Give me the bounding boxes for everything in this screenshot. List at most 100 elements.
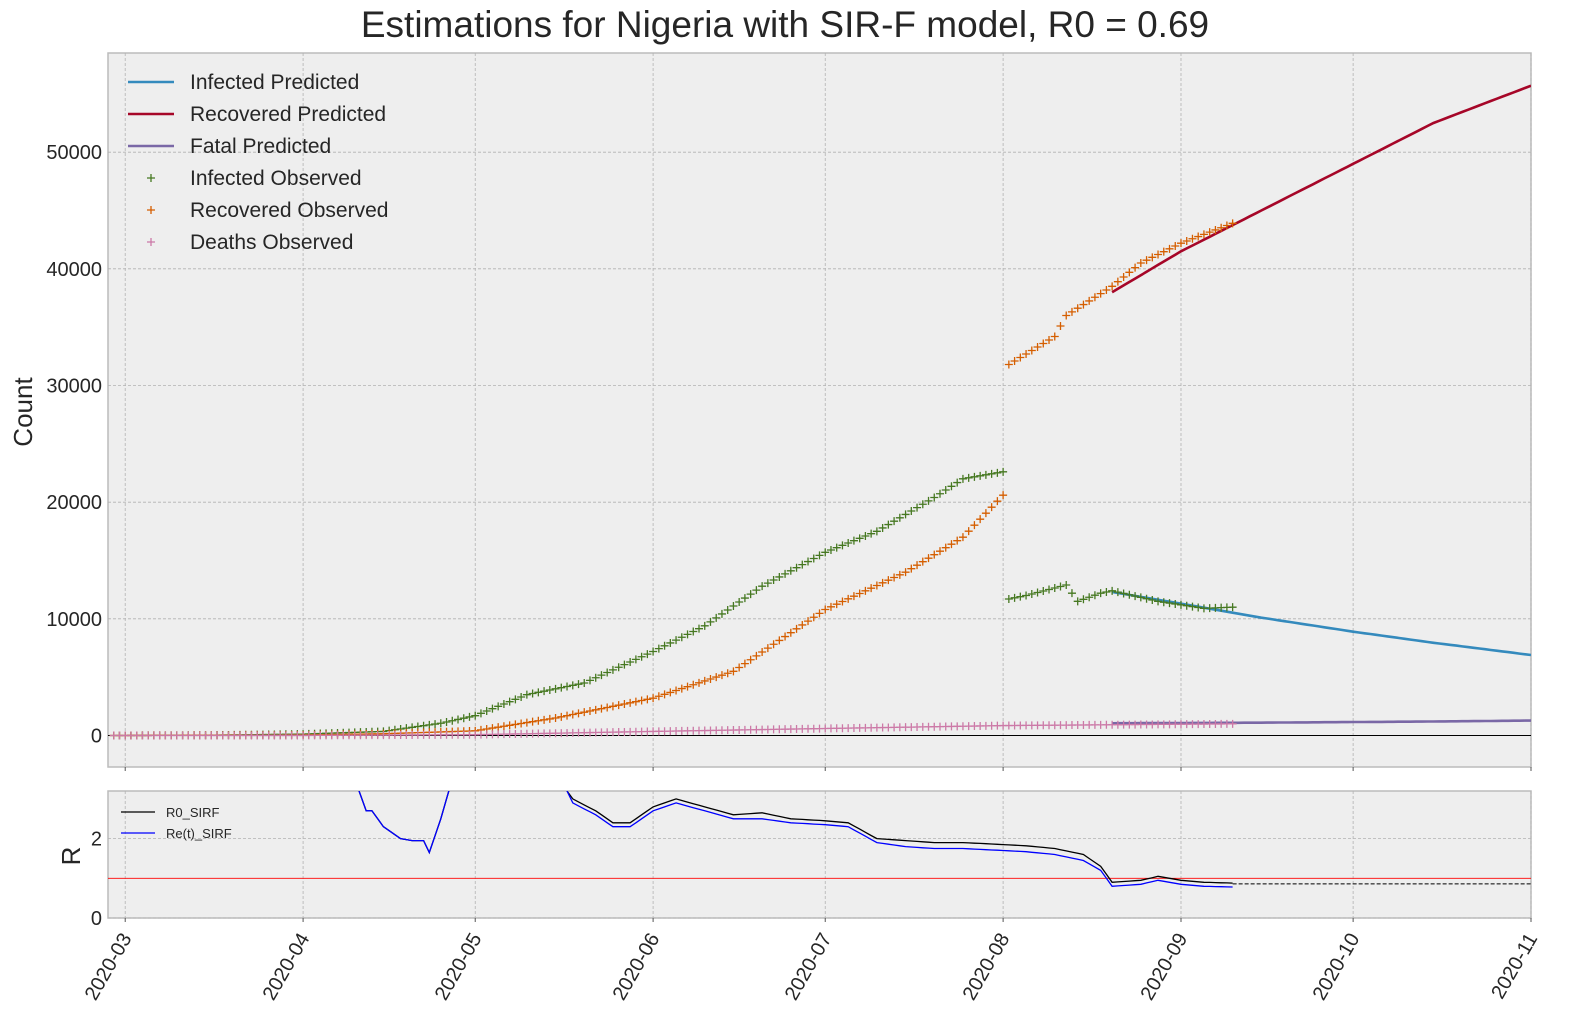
infected-observed-marker	[540, 687, 549, 696]
recovered-observed-marker	[631, 697, 640, 706]
infected-observed-marker	[1067, 589, 1076, 598]
infected-observed-marker	[1154, 597, 1163, 606]
infected-observed-marker	[758, 582, 767, 591]
infected-observed-marker	[1136, 593, 1145, 602]
x-tick-label: 2020-09	[1137, 930, 1193, 1005]
recovered-observed-marker	[505, 721, 514, 730]
recovered-observed-marker	[1217, 223, 1226, 232]
recovered-observed-marker	[1067, 307, 1076, 316]
recovered-observed-marker	[608, 702, 617, 711]
infected-observed-legend-swatch	[147, 174, 155, 182]
recovered-observed-marker	[545, 714, 554, 723]
recovered-observed-marker	[1119, 273, 1128, 281]
infected-observed-marker	[677, 633, 686, 642]
infected-observed-marker	[1045, 585, 1054, 594]
infected-observed-marker	[459, 714, 468, 723]
infected-observed-marker	[442, 717, 451, 726]
infected-observed-marker	[706, 617, 715, 626]
recovered-observed-marker	[585, 707, 594, 715]
infected-observed-marker	[1079, 595, 1088, 604]
main-grid	[108, 53, 1532, 767]
recovered-observed-marker	[1085, 296, 1094, 305]
recovered-observed-marker	[1205, 228, 1214, 237]
infected-observed-marker	[643, 650, 652, 659]
infected-observed-marker	[1073, 597, 1082, 606]
infected-observed-marker	[448, 716, 457, 725]
deaths-observed-marker	[1228, 719, 1237, 728]
infected-observed-marker	[717, 609, 726, 618]
infected-observed-marker	[545, 686, 554, 694]
infected-observed-marker	[735, 598, 744, 607]
infected-observed-marker	[626, 658, 635, 666]
recovered-observed-marker	[781, 632, 790, 641]
infected-observed-marker	[591, 673, 600, 682]
recovered-observed-marker	[620, 700, 629, 708]
infected-observed-marker	[563, 682, 572, 691]
recovered-observed-marker	[1188, 234, 1197, 243]
infected-observed-marker	[884, 520, 893, 529]
recovered-observed-marker	[993, 497, 1002, 506]
recovered-observed-marker	[1050, 332, 1059, 341]
re-t-sirf-legend-label: Re(t)_SIRF	[166, 826, 232, 841]
main-legend: Infected Predicted Recovered Predicted Fat…	[128, 71, 388, 254]
infected-observed-marker	[465, 712, 474, 721]
recovered-observed-marker	[935, 547, 944, 556]
recovered-observed-marker	[1033, 343, 1042, 351]
recovered-observed-marker	[706, 675, 715, 683]
infected-observed-marker	[689, 627, 698, 636]
infected-observed-marker	[620, 660, 629, 669]
infected-observed-marker	[890, 517, 899, 526]
recovered-observed-marker	[1154, 250, 1163, 259]
recovered-observed-marker	[976, 515, 985, 524]
infected-observed-marker	[947, 482, 956, 491]
main-y-tick-label: 50000	[46, 142, 102, 164]
recovered-observed-marker	[930, 550, 939, 559]
recovered-observed-marker	[809, 613, 818, 622]
r0-sirf-legend-label: R0_SIRF	[166, 805, 220, 820]
infected-observed-marker	[913, 503, 922, 512]
infected-observed-marker	[832, 543, 841, 552]
infected-observed-marker	[522, 690, 531, 699]
infected-predicted-legend-label: Infected Predicted	[190, 71, 359, 94]
recovered-observed-marker	[804, 617, 813, 626]
infected-observed-marker	[804, 557, 813, 566]
recovered-observed-marker	[1159, 247, 1168, 256]
infected-observed-marker	[580, 679, 589, 687]
recovered-observed-marker	[689, 680, 698, 689]
recovered-observed-marker	[511, 720, 520, 729]
recovered-observed-marker	[1073, 304, 1082, 313]
infected-observed-marker	[436, 719, 445, 728]
infected-observed-marker	[1159, 598, 1168, 607]
recovered-observed-marker	[1056, 322, 1065, 330]
infected-observed-marker	[585, 676, 594, 685]
x-tick-label: 2020-05	[431, 930, 487, 1005]
recovered-observed-marker	[844, 594, 853, 603]
infected-observed-marker	[999, 467, 1008, 476]
recovered-observed-marker	[557, 712, 566, 721]
infected-observed-marker	[1004, 595, 1013, 603]
recovered-observed-marker	[1222, 221, 1231, 230]
infected-observed-marker	[1131, 592, 1140, 601]
recovered-observed-marker	[1039, 339, 1048, 348]
recovered-observed-legend-swatch	[147, 206, 155, 214]
recovered-observed-marker	[752, 651, 761, 660]
r-grid	[108, 791, 1532, 919]
infected-observed-marker	[775, 572, 784, 581]
recovered-observed-marker	[1113, 277, 1122, 286]
recovered-observed-marker	[1199, 230, 1208, 239]
infected-observed-marker	[471, 711, 480, 720]
infected-observed-marker	[683, 630, 692, 639]
infected-observed-marker	[786, 566, 795, 575]
main-y-tick-label: 30000	[46, 376, 102, 398]
main-plot-area	[107, 52, 1532, 768]
infected-observed-marker	[551, 684, 560, 693]
infected-observed-marker	[1022, 591, 1031, 600]
recovered-observed-marker	[907, 564, 916, 573]
recovered-observed-marker	[683, 682, 692, 691]
recovered-observed-marker	[895, 570, 904, 579]
main-y-axis-label: Count	[8, 377, 38, 447]
infected-observed-marker	[476, 709, 485, 718]
recovered-observed-marker	[1165, 244, 1174, 253]
recovered-observed-marker	[1004, 360, 1013, 369]
recovered-observed-marker	[1108, 282, 1117, 291]
